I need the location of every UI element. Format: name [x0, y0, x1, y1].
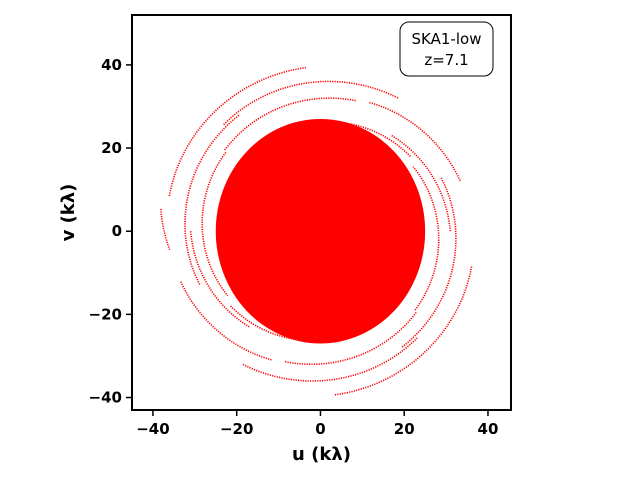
y-tick-label: −40 [89, 389, 122, 407]
uv-track [220, 121, 302, 213]
uv-track [250, 170, 277, 260]
uv-track [282, 168, 363, 190]
x-tick-label: 0 [315, 420, 325, 438]
uv-track [401, 176, 457, 348]
y-axis-label: v (kλ) [58, 184, 79, 242]
annotation-line-2: z=7.1 [424, 51, 468, 69]
uv-track [160, 208, 171, 250]
y-tick-label: 40 [101, 56, 122, 74]
x-tick-label: 40 [478, 420, 499, 438]
y-tick-label: −20 [89, 305, 122, 323]
uv-track [285, 311, 417, 366]
uv-core-region [215, 118, 426, 344]
annotation-box: SKA1-low z=7.1 [399, 21, 494, 77]
uv-track [168, 66, 307, 197]
uv-track [339, 250, 421, 341]
y-axis: −40 −20 0 20 40 [89, 56, 132, 407]
uv-track [224, 97, 356, 151]
y-tick-label: 0 [112, 222, 122, 240]
uv-track [223, 80, 399, 126]
x-tick-label: 20 [394, 420, 415, 438]
uv-track [368, 101, 461, 182]
uv-track [278, 272, 359, 295]
uv-track [334, 265, 473, 396]
uv-track [308, 155, 400, 204]
uv-track [268, 291, 399, 337]
uv-track [390, 134, 452, 232]
uv-track [354, 147, 421, 253]
uv-track [364, 202, 391, 293]
uv-track [240, 259, 333, 307]
x-axis: −40 −20 0 20 40 [136, 410, 498, 438]
y-tick-label: 20 [101, 139, 122, 157]
uv-track [238, 139, 315, 223]
plot-area [160, 66, 473, 396]
uv-track [285, 121, 411, 157]
plot-frame [131, 14, 512, 411]
uv-track [346, 189, 378, 254]
annotation-frame [399, 21, 494, 77]
annotation-line-1: SKA1-low [412, 30, 482, 48]
uv-track [263, 209, 295, 273]
uv-track [220, 210, 287, 315]
x-tick-label: −40 [136, 420, 169, 438]
uv-track [230, 305, 356, 342]
uv-track [201, 151, 229, 297]
uv-track [242, 337, 418, 382]
uv-track [189, 231, 251, 329]
uv-track [184, 114, 240, 286]
uv-track [242, 125, 372, 171]
uv-track [180, 281, 273, 361]
uv-track [412, 166, 440, 311]
x-tick-label: −20 [220, 420, 253, 438]
x-axis-label: u (kλ) [292, 444, 351, 465]
uv-track [326, 240, 403, 324]
